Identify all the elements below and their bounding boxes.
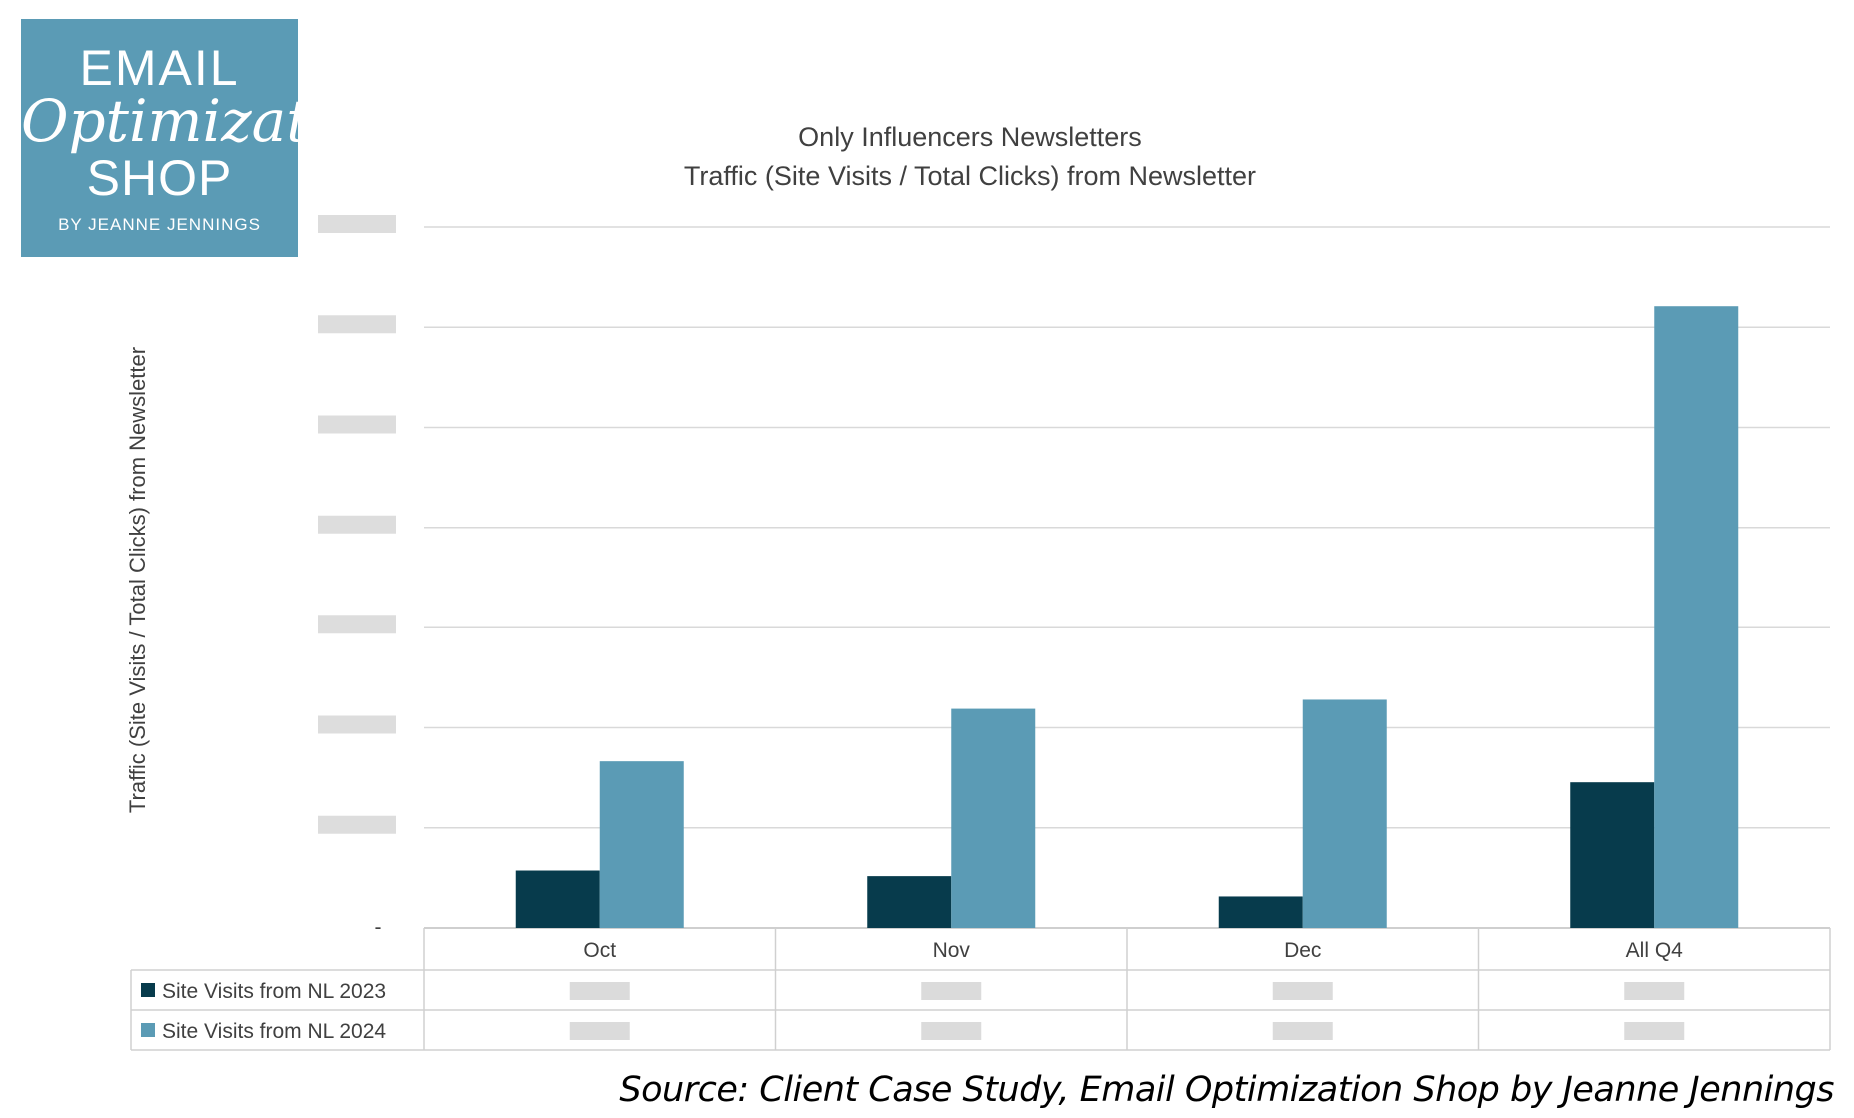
logo-line-shop: SHOP	[86, 150, 233, 206]
x-tick-label: Nov	[933, 939, 971, 962]
logo: EMAIL Optimization SHOP BY JEANNE JENNIN…	[21, 19, 400, 257]
legend-label: Site Visits from NL 2023	[162, 980, 386, 1003]
source-caption: Source: Client Case Study, Email Optimiz…	[619, 1070, 1834, 1110]
x-tick-label: All Q4	[1626, 939, 1684, 962]
bar-2023	[515, 870, 600, 928]
y-tick-label-obscured	[318, 815, 396, 834]
legend-label: Site Visits from NL 2024	[162, 1020, 386, 1043]
legend-swatch	[141, 983, 155, 997]
table-value-obscured	[1272, 1022, 1333, 1040]
chart-title-line-2: Traffic (Site Visits / Total Clicks) fro…	[683, 161, 1257, 191]
y-tick-label-obscured	[318, 615, 396, 634]
table-value-obscured	[1272, 982, 1333, 1000]
x-tick-label: Dec	[1284, 939, 1321, 962]
logo-line-email: EMAIL	[79, 40, 240, 96]
y-tick-label-obscured	[318, 315, 396, 334]
y-tick-label: -	[375, 916, 382, 939]
logo-line-byline: BY JEANNE JENNINGS	[58, 215, 261, 234]
legend-swatch	[141, 1023, 155, 1037]
table-value-obscured	[569, 1022, 630, 1040]
y-tick-label-obscured	[318, 715, 396, 734]
chart-title: Only Influencers Newsletters Traffic (Si…	[580, 118, 1360, 196]
bar-2023	[1218, 896, 1303, 928]
bar-2024	[599, 761, 684, 928]
bar-2024	[951, 708, 1036, 928]
chart-title-line-1: Only Influencers Newsletters	[798, 122, 1142, 152]
y-tick-label-obscured	[318, 215, 396, 233]
table-value-obscured	[569, 982, 630, 1000]
table-value-obscured	[1624, 982, 1685, 1000]
y-tick-label-obscured	[318, 515, 396, 534]
bar-2023	[1570, 782, 1655, 928]
bar-2024	[1654, 306, 1739, 928]
bar-2024	[1302, 699, 1387, 928]
x-tick-label: Oct	[583, 939, 616, 962]
y-tick-label-obscured	[318, 415, 396, 434]
table-value-obscured	[921, 982, 982, 1000]
table-value-obscured	[1624, 1022, 1685, 1040]
table-value-obscured	[921, 1022, 982, 1040]
bar-2023	[867, 876, 952, 928]
